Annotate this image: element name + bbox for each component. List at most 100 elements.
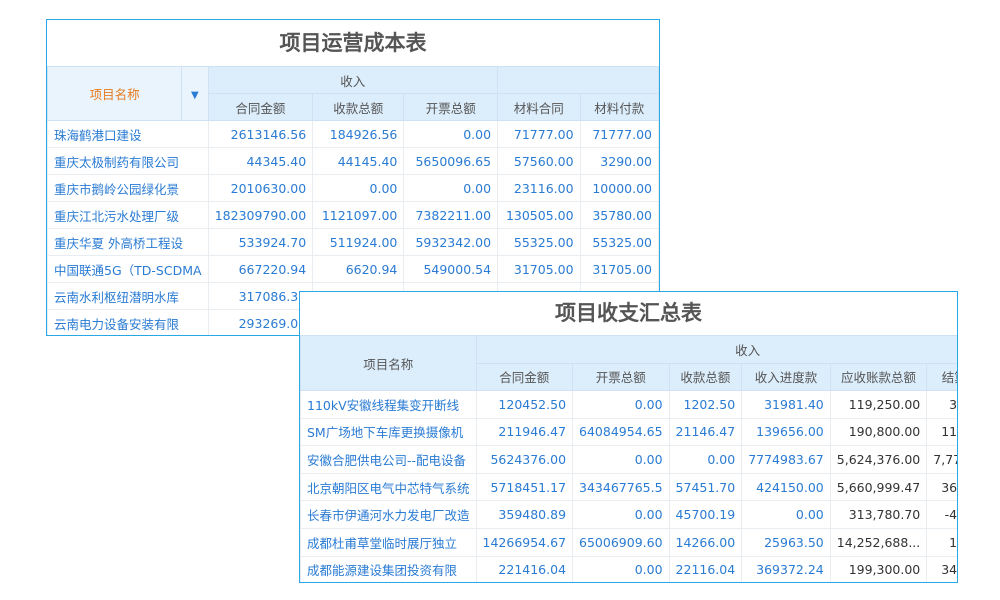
value-cell: 0.00 <box>572 445 670 474</box>
value-cell: 25963.50 <box>741 527 831 557</box>
value-cell: 65006909.60 <box>572 527 670 557</box>
column-header[interactable]: 结算未收款 <box>926 362 957 391</box>
value-cell: 184926.56 <box>312 120 405 148</box>
value-cell: 23116.00 <box>497 174 581 202</box>
table-row[interactable]: 成都能源建设集团投资有限 221416.04 0.00 22116.04 369372.… <box>300 555 957 582</box>
value-cell: 0.00 <box>403 174 499 202</box>
column-header[interactable]: 开票总额 <box>572 362 670 391</box>
value-cell: 2010630.00 <box>207 174 314 202</box>
column-header[interactable]: 应收账款总额 <box>829 362 928 391</box>
summary-table-title: 项目收支汇总表 <box>555 301 702 325</box>
value-cell: 369372.24 <box>741 555 831 582</box>
column-header[interactable]: 材料合同 <box>497 93 581 121</box>
column-header[interactable]: 收款总额 <box>668 362 743 391</box>
table-row[interactable]: 110kV安徽线程集变开断线 120452.50 0.00 1202.50 31981.… <box>300 390 957 419</box>
value-cell: 44345.40 <box>207 147 314 175</box>
name-column-header[interactable]: 项目名称 <box>47 66 183 121</box>
value-cell: 313,780.70 <box>829 500 928 529</box>
value-cell: 293269.00 <box>207 309 314 335</box>
project-name-cell[interactable]: 重庆太极制药有限公司 <box>47 147 209 175</box>
value-cell: 317086.35 <box>207 282 314 310</box>
table-row[interactable]: 中国联通5G（TD-SCDMA 667220.94 6620.94 549000.54… <box>47 255 659 283</box>
table-row[interactable]: 珠海鹤港口建设 2613146.56 184926.56 0.00 71777.00 71… <box>47 120 659 148</box>
name-column-header[interactable]: 项目名称 <box>300 335 477 391</box>
value-cell: 0.00 <box>668 445 743 474</box>
project-name-cell[interactable]: 珠海鹤港口建设 <box>47 120 209 148</box>
value-cell: 118,509.53 <box>926 417 957 447</box>
value-cell: 57451.70 <box>668 472 743 502</box>
table-row[interactable]: 重庆太极制药有限公司 44345.40 44145.40 5650096.65 5756… <box>47 147 659 175</box>
value-cell: 7,774,983.... <box>926 445 957 474</box>
project-name-cell[interactable]: 成都能源建设集团投资有限 <box>300 555 477 582</box>
table-row[interactable]: 成都杜甫草堂临时展厅独立 14266954.67 65006909.60 14266.… <box>300 527 957 557</box>
value-cell: 343467765.5 <box>572 472 670 502</box>
project-name-cell[interactable]: 成都杜甫草堂临时展厅独立 <box>300 527 477 557</box>
value-cell: 10000.00 <box>579 174 659 202</box>
income-group-header: 收入 <box>475 335 957 364</box>
value-cell: 130505.00 <box>497 201 581 229</box>
value-cell: 64084954.65 <box>572 417 670 447</box>
value-cell: 11,697.50 <box>926 527 957 557</box>
value-cell: 119,250.00 <box>829 390 928 419</box>
table-row[interactable]: SM广场地下车库更换摄像机 211946.47 64084954.65 21146.4… <box>300 417 957 447</box>
value-cell: 31981.40 <box>741 390 831 419</box>
value-cell: 199,300.00 <box>829 555 928 582</box>
value-cell: 71777.00 <box>579 120 659 148</box>
value-cell: 0.00 <box>741 500 831 529</box>
value-cell: 6620.94 <box>312 255 405 283</box>
value-cell: 57560.00 <box>497 147 581 175</box>
value-cell: 5,660,999.47 <box>829 472 928 502</box>
project-name-cell[interactable]: 云南水利枢纽潜明水库 <box>47 282 209 310</box>
project-name-cell[interactable]: 北京朝阳区电气中芯特气系统 <box>300 472 477 502</box>
column-header[interactable]: 收款总额 <box>312 93 405 121</box>
value-cell: 31705.00 <box>579 255 659 283</box>
value-cell: 211946.47 <box>475 417 574 447</box>
value-cell: 0.00 <box>312 174 405 202</box>
value-cell: 2613146.56 <box>207 120 314 148</box>
value-cell: 1202.50 <box>668 390 743 419</box>
value-cell: 35780.00 <box>579 201 659 229</box>
value-cell: 190,800.00 <box>829 417 928 447</box>
value-cell: 3290.00 <box>579 147 659 175</box>
project-name-cell[interactable]: SM广场地下车库更换摄像机 <box>300 417 477 447</box>
value-cell: 5624376.00 <box>475 445 574 474</box>
column-header[interactable]: 收入进度款 <box>741 362 831 391</box>
value-cell: 14266.00 <box>668 527 743 557</box>
value-cell: 511924.00 <box>312 228 405 256</box>
project-name-cell[interactable]: 重庆华夏 外高桥工程设 <box>47 228 209 256</box>
table-row[interactable]: 安徽合肥供电公司--配电设备 5624376.00 0.00 0.00 7774983.… <box>300 445 957 474</box>
value-cell: 55325.00 <box>579 228 659 256</box>
project-name-cell[interactable]: 中国联通5G（TD-SCDMA <box>47 255 209 283</box>
triangle-down-icon: ▼ <box>191 90 199 101</box>
value-cell: 0.00 <box>572 390 670 419</box>
project-name-cell[interactable]: 重庆市鹅岭公园绿化景 <box>47 174 209 202</box>
filter-dropdown-button[interactable]: ▼ <box>181 66 209 121</box>
value-cell: 71777.00 <box>497 120 581 148</box>
project-name-cell[interactable]: 重庆江北污水处理厂级 <box>47 201 209 229</box>
value-cell: 14266954.67 <box>475 527 574 557</box>
value-cell: 182309790.00 <box>207 201 314 229</box>
value-cell: 5932342.00 <box>403 228 499 256</box>
column-header[interactable]: 材料付款 <box>579 93 659 121</box>
project-name-cell[interactable]: 云南电力设备安装有限 <box>47 309 209 335</box>
table-row[interactable]: 长春市伊通河水力发电厂改造 359480.89 0.00 45700.19 0.00 31… <box>300 500 957 529</box>
value-cell: 221416.04 <box>475 555 574 582</box>
table-row[interactable]: 重庆江北污水处理厂级 182309790.00 1121097.00 7382211.… <box>47 201 659 229</box>
value-cell: 0.00 <box>572 555 670 582</box>
column-header[interactable]: 合同金额 <box>475 362 574 391</box>
value-cell: 14,252,688... <box>829 527 928 557</box>
value-cell: 424150.00 <box>741 472 831 502</box>
value-cell: -45,700.19 <box>926 500 957 529</box>
table-row[interactable]: 重庆市鹅岭公园绿化景 2010630.00 0.00 0.00 23116.00 1000… <box>47 174 659 202</box>
cost-table: 项目名称 ▼ 收入 合同金额 收款总额 开票总额 材料合同 材料付款 珠海鹤港口建设 26… <box>47 66 659 335</box>
project-name-cell[interactable]: 长春市伊通河水力发电厂改造 <box>300 500 477 529</box>
project-name-cell[interactable]: 110kV安徽线程集变开断线 <box>300 390 477 419</box>
value-cell: 0.00 <box>572 500 670 529</box>
column-header[interactable]: 合同金额 <box>207 93 314 121</box>
column-header[interactable]: 开票总额 <box>403 93 499 121</box>
table-row[interactable]: 重庆华夏 外高桥工程设 533924.70 511924.00 5932342.00 5… <box>47 228 659 256</box>
table-row[interactable]: 北京朝阳区电气中芯特气系统 5718451.17 343467765.5 57451.… <box>300 472 957 502</box>
project-name-cell[interactable]: 安徽合肥供电公司--配电设备 <box>300 445 477 474</box>
value-cell: 55325.00 <box>497 228 581 256</box>
value-cell: 22116.04 <box>668 555 743 582</box>
